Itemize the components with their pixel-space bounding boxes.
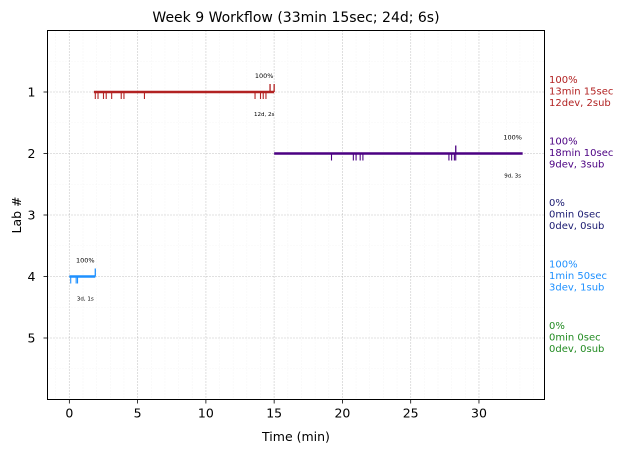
y-tick-label: 1	[28, 85, 36, 100]
x-tick-label: 0	[65, 406, 73, 421]
lab-5-summary-line: 0min 0sec	[549, 333, 601, 344]
lab-1-summary-line: 13min 15sec	[549, 87, 613, 98]
x-tick-label: 30	[471, 406, 487, 421]
x-tick-label: 25	[403, 406, 419, 421]
lab-5-summary-line: 0%	[549, 321, 565, 332]
x-axis-label: Time (min)	[261, 429, 330, 444]
lab-1-summary-line: 12dev, 2sub	[549, 98, 611, 109]
chart-title: Week 9 Workflow (33min 15sec; 24d; 6s)	[152, 10, 439, 26]
x-tick-label: 20	[334, 406, 350, 421]
lab-3-summary-line: 0min 0sec	[549, 210, 601, 221]
minor-grid	[47, 30, 545, 400]
x-tick-label: 5	[134, 406, 142, 421]
lab-4-count-label: 3d, 1s	[77, 297, 94, 303]
lab-1-pct-label: 100%	[255, 72, 274, 80]
lab-3-summary-line: 0dev, 0sub	[549, 221, 604, 232]
lab-2-count-label: 9d, 3s	[504, 174, 521, 180]
major-grid	[47, 30, 545, 400]
x-tick-label: 15	[266, 406, 282, 421]
lab-4-summary-line: 3dev, 1sub	[549, 283, 604, 294]
lab-4-summary-line: 1min 50sec	[549, 271, 607, 282]
x-axis: 0 5 10 15 20 25 30	[65, 399, 487, 421]
lab-2-summary-line: 9dev, 3sub	[549, 160, 604, 171]
lab-4-pct-label: 100%	[76, 257, 95, 265]
lab-5-summary-line: 0dev, 0sub	[549, 344, 604, 355]
lab-4-summary-line: 100%	[549, 260, 578, 271]
timeline-marks: 100% 12d, 2s 100% 9d, 3s 100% 3d, 1s	[69, 72, 523, 303]
y-tick-label: 3	[28, 208, 36, 223]
lab-2-pct-label: 100%	[503, 134, 522, 142]
y-tick-label: 2	[28, 146, 36, 161]
plot-frame	[47, 30, 545, 400]
x-tick-label: 10	[198, 406, 214, 421]
lab-2-summary-line: 100%	[549, 137, 578, 148]
y-axis-label: Lab #	[9, 196, 24, 233]
lab-2-summary-line: 18min 10sec	[549, 148, 613, 159]
lab-1-count-label: 12d, 2s	[254, 112, 274, 118]
y-axis: 1 2 3 4 5	[28, 85, 48, 346]
y-tick-label: 5	[28, 331, 36, 346]
y-tick-label: 4	[28, 269, 36, 284]
lab-3-summary-line: 0%	[549, 198, 565, 209]
lab-1-summary-line: 100%	[549, 75, 578, 86]
